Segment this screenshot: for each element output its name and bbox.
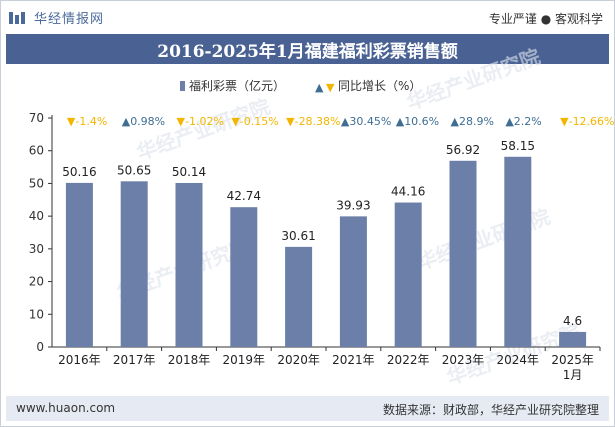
bar bbox=[65, 182, 93, 347]
top-bar: 华经情报网 专业严谨 ● 客观科学 bbox=[0, 0, 615, 34]
bar bbox=[285, 246, 313, 347]
growth-value-label: 10.6% bbox=[404, 115, 439, 128]
bar bbox=[120, 181, 148, 347]
growth-value-label: -28.38% bbox=[295, 115, 341, 128]
growth-value-label: -12.66% bbox=[569, 115, 615, 128]
bar bbox=[175, 182, 203, 347]
slogan: 专业严谨 ● 客观科学 bbox=[488, 12, 603, 26]
x-tick-label: 1月 bbox=[563, 368, 583, 382]
watermark-text: 华经产业研究院 bbox=[414, 204, 554, 274]
x-tick-label: 2019年 bbox=[223, 353, 266, 367]
bar-value-label: 56.92 bbox=[446, 143, 480, 157]
bar-value-label: 58.15 bbox=[501, 139, 535, 153]
y-tick-label: 50 bbox=[29, 176, 44, 190]
legend-up-triangle-icon: ▲ bbox=[315, 81, 324, 94]
bar bbox=[559, 331, 587, 347]
bar bbox=[504, 156, 532, 347]
bar bbox=[339, 216, 367, 347]
y-tick-label: 40 bbox=[29, 209, 44, 223]
legend-bar-swatch bbox=[180, 81, 185, 91]
legend-growth-label: 同比增长（%） bbox=[338, 79, 421, 93]
growth-down-icon: ▼ bbox=[286, 115, 295, 128]
brand-name: 华经情报网 bbox=[34, 12, 105, 27]
footer-website[interactable]: www.huaon.com bbox=[16, 401, 116, 415]
x-tick-label: 2020年 bbox=[277, 353, 320, 367]
y-tick-label: 60 bbox=[29, 144, 44, 158]
x-tick-label: 2017年 bbox=[113, 353, 156, 367]
watermark-text: 华经产业研究院 bbox=[404, 44, 544, 114]
x-tick-label: 2022年 bbox=[387, 353, 430, 367]
footer-source: 数据来源：财政部，华经产业研究院整理 bbox=[382, 403, 599, 417]
footer: www.huaon.com 数据来源：财政部，华经产业研究院整理 bbox=[6, 396, 609, 421]
x-tick-label: 2016年 bbox=[58, 353, 101, 367]
growth-down-icon: ▼ bbox=[67, 115, 76, 128]
growth-value-label: -1.4% bbox=[75, 115, 107, 128]
growth-up-icon: ▲ bbox=[341, 115, 350, 128]
growth-value-label: 30.45% bbox=[349, 115, 391, 128]
legend-down-triangle-icon: ▼ bbox=[326, 81, 335, 94]
bar bbox=[394, 202, 422, 347]
brand: 华经情报网 bbox=[8, 8, 104, 27]
x-tick-label: 2021年 bbox=[332, 353, 375, 367]
title-bar: 2016-2025年1月福建福利彩票销售额 bbox=[6, 34, 609, 64]
bar-value-label: 50.14 bbox=[172, 165, 206, 179]
growth-down-icon: ▼ bbox=[560, 115, 569, 128]
growth-up-icon: ▲ bbox=[396, 115, 405, 128]
growth-value-label: 28.9% bbox=[459, 115, 494, 128]
bar-value-label: 50.65 bbox=[117, 163, 151, 177]
y-tick-label: 30 bbox=[29, 242, 44, 256]
x-tick-label: 2023年 bbox=[442, 353, 485, 367]
bar-value-label: 42.74 bbox=[227, 189, 261, 203]
bar-value-label: 50.16 bbox=[62, 165, 96, 179]
growth-up-icon: ▲ bbox=[122, 115, 131, 128]
growth-down-icon: ▼ bbox=[231, 115, 240, 128]
watermark-text: 华经产业研究院 bbox=[134, 94, 274, 164]
x-tick-label: 2025年 bbox=[551, 353, 594, 367]
bar-value-label: 30.61 bbox=[281, 229, 315, 243]
chart-title: 2016-2025年1月福建福利彩票销售额 bbox=[157, 41, 458, 62]
brand-logo-icon bbox=[9, 11, 25, 24]
growth-value-label: -0.15% bbox=[240, 115, 279, 128]
growth-down-icon: ▼ bbox=[177, 115, 186, 128]
growth-value-label: 2.2% bbox=[514, 115, 542, 128]
y-tick-label: 70 bbox=[29, 111, 44, 125]
bar bbox=[230, 207, 258, 347]
y-tick-label: 20 bbox=[29, 275, 44, 289]
x-tick-label: 2018年 bbox=[168, 353, 211, 367]
y-tick-label: 0 bbox=[36, 340, 44, 354]
growth-value-label: 0.98% bbox=[130, 115, 165, 128]
bar-value-label: 4.6 bbox=[563, 314, 582, 328]
y-tick-label: 10 bbox=[29, 307, 44, 321]
growth-value-label: -1.02% bbox=[185, 115, 224, 128]
bar-value-label: 39.93 bbox=[336, 198, 370, 212]
bar-value-label: 44.16 bbox=[391, 185, 425, 199]
growth-up-icon: ▲ bbox=[505, 115, 514, 128]
bar bbox=[449, 160, 477, 347]
growth-up-icon: ▲ bbox=[451, 115, 460, 128]
x-tick-label: 2024年 bbox=[497, 353, 540, 367]
legend-bar-label: 福利彩票（亿元） bbox=[189, 78, 285, 93]
